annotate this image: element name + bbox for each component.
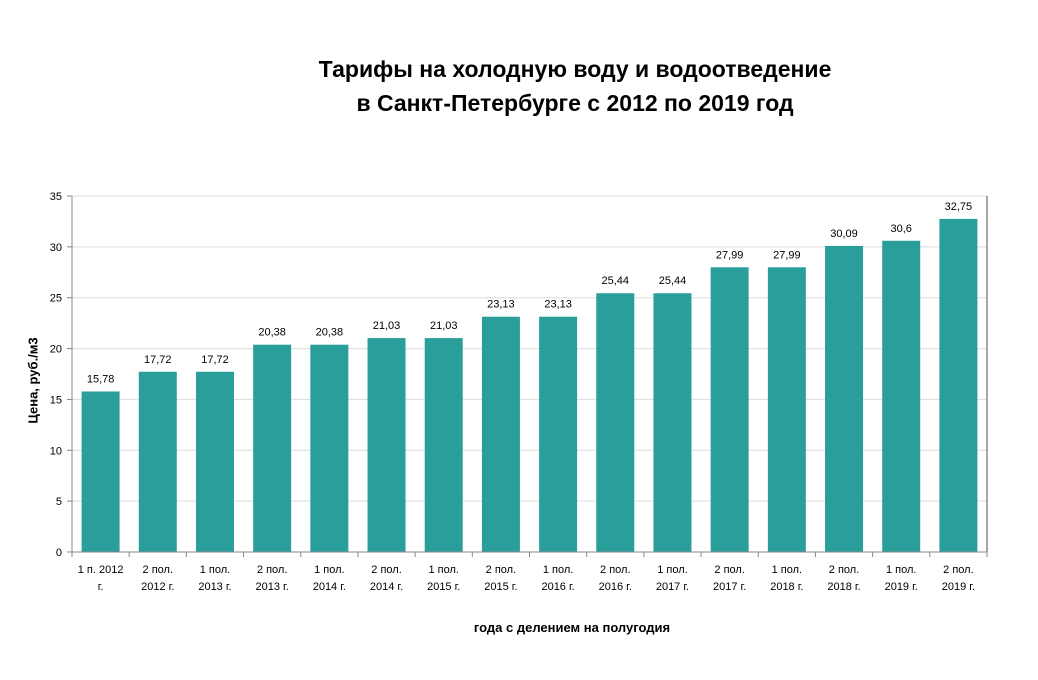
data-label: 27,99 [716,249,744,261]
data-label: 27,99 [773,249,801,261]
bar [882,240,921,553]
bar [710,267,749,552]
bar [310,344,349,552]
x-tick-label: 1 пол. [657,564,687,576]
y-tick-label: 0 [56,547,62,559]
bar [653,293,692,552]
data-label: 17,72 [144,354,172,366]
x-tick-label: 2014 г. [313,581,346,593]
chart-title-line-1: Тарифы на холодную воду и водоотведение [318,56,832,82]
data-label: 32,75 [945,201,973,213]
chart-title-line-2: в Санкт-Петербурге с 2012 по 2019 год [356,90,794,116]
x-tick-label: 2015 г. [427,581,460,593]
bar [424,338,463,552]
data-label: 20,38 [316,327,344,339]
x-tick-label: 1 пол. [543,564,573,576]
y-tick-label: 30 [50,242,62,254]
x-tick-label: 2017 г. [713,581,746,593]
bar [596,293,635,552]
y-tick-label: 5 [56,496,62,508]
y-tick-label: 25 [50,293,62,305]
chart-title: Тарифы на холодную воду и водоотведение … [0,52,1038,120]
x-tick-label: 2014 г. [370,581,403,593]
bar [939,218,978,552]
bar [539,316,578,552]
x-tick-label: 2 пол. [486,564,516,576]
data-label: 17,72 [201,354,229,366]
data-label: 25,44 [602,275,630,287]
bar [195,371,234,552]
bar [481,316,520,552]
x-tick-label: 1 пол. [314,564,344,576]
x-tick-label: 2 пол. [600,564,630,576]
x-tick-label: 2018 г. [770,581,803,593]
x-tick-label: 2013 г. [256,581,289,593]
x-tick-label: 1 пол. [428,564,458,576]
x-tick-label: 2 пол. [829,564,859,576]
x-tick-label: 1 п. 2012 [78,564,124,576]
x-tick-label: 2016 г. [599,581,632,593]
data-label: 20,38 [258,327,286,339]
data-label: 21,03 [430,320,458,332]
x-tick-label: г. [98,581,104,593]
x-tick-label: 2 пол. [257,564,287,576]
data-label: 25,44 [659,275,687,287]
x-tick-label: 2018 г. [827,581,860,593]
data-label: 30,6 [891,223,912,235]
x-tick-label: 2019 г. [885,581,918,593]
x-tick-label: 2 пол. [143,564,173,576]
x-tick-label: 2016 г. [541,581,574,593]
bar [367,338,406,552]
data-label: 23,13 [487,299,515,311]
x-tick-label: 2019 г. [942,581,975,593]
x-tick-label: 1 пол. [886,564,916,576]
y-axis-label: Цена, руб./м3 [25,337,41,424]
y-tick-label: 10 [50,445,62,457]
y-tick-label: 35 [50,191,62,203]
bar [825,245,864,552]
x-tick-label: 2013 г. [198,581,231,593]
data-label: 21,03 [373,320,401,332]
x-tick-label: 2 пол. [714,564,744,576]
x-tick-label: 2017 г. [656,581,689,593]
bar [138,371,177,552]
x-axis-label: года с делением на полугодия [473,620,671,635]
x-tick-label: 2012 г. [141,581,174,593]
bar [767,267,806,552]
y-tick-label: 20 [50,344,62,356]
y-tick-label: 15 [50,394,62,406]
x-tick-label: 1 пол. [772,564,802,576]
x-tick-label: 2 пол. [371,564,401,576]
data-label: 30,09 [830,228,858,240]
data-label: 15,78 [87,373,115,385]
bar [253,344,292,552]
x-tick-label: 2 пол. [943,564,973,576]
x-tick-label: 2015 г. [484,581,517,593]
x-tick-label: 1 пол. [200,564,230,576]
bar [81,391,120,552]
data-label: 23,13 [544,299,572,311]
